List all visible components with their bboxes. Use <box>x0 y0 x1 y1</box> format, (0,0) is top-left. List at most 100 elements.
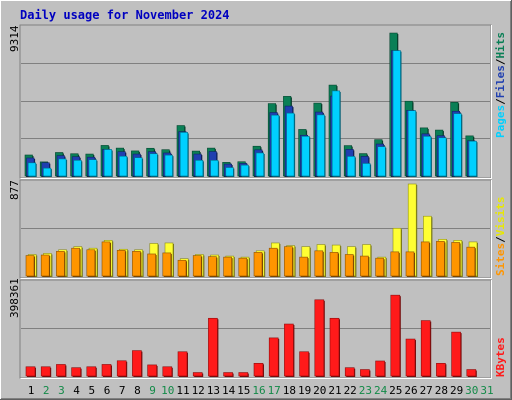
kbytes-bar <box>390 294 401 377</box>
pages-bar <box>331 90 341 177</box>
sites-bar <box>132 251 141 277</box>
pages-bar <box>286 112 295 177</box>
kbytes-bar <box>40 366 51 377</box>
legend-sep-1: / <box>494 98 507 105</box>
kbytes-bar <box>101 364 112 377</box>
kbytes-bar <box>299 351 309 377</box>
legend-visits: Visits <box>494 197 507 237</box>
x-tick-label: 15 <box>237 384 250 397</box>
pages-bar <box>27 162 37 177</box>
pages-bar <box>164 154 173 177</box>
sites-bar <box>420 241 430 277</box>
kbytes-bar <box>208 317 218 377</box>
visits-panel <box>19 179 492 279</box>
kbytes-bar <box>71 367 81 377</box>
sites-bar <box>344 254 354 277</box>
x-tick-label: 21 <box>328 384 341 397</box>
x-tick-label: 5 <box>88 384 95 397</box>
sites-bar <box>238 257 248 277</box>
sites-bar <box>466 246 476 277</box>
sites-bar <box>177 259 187 277</box>
x-tick-label: 9 <box>149 384 156 397</box>
legend-files: Files <box>494 65 507 98</box>
sites-bar <box>162 252 172 277</box>
kbytes-bar <box>116 360 127 377</box>
sites-bar <box>314 250 324 277</box>
pages-bar <box>347 156 356 177</box>
chart-title: Daily usage for November 2024 <box>20 8 230 22</box>
sites-bar <box>86 249 96 277</box>
x-tick-label: 30 <box>465 384 478 397</box>
x-tick-label: 11 <box>176 384 189 397</box>
sites-bar <box>253 252 263 277</box>
sites-bar <box>360 255 369 277</box>
hits-panel <box>19 24 492 179</box>
x-tick-label: 25 <box>389 384 402 397</box>
x-tick-label: 6 <box>104 384 111 397</box>
pages-bar <box>149 153 158 177</box>
x-tick-label: 23 <box>359 384 372 397</box>
kbytes-bar <box>268 337 279 377</box>
kbytes-bar <box>56 364 66 377</box>
kbytes-bar <box>86 366 97 377</box>
x-tick-label: 27 <box>420 384 433 397</box>
x-tick-label: 1 <box>28 384 35 397</box>
kbytes-bar <box>162 366 173 377</box>
x-tick-label: 24 <box>374 384 388 397</box>
pages-bar <box>73 160 82 177</box>
pages-bar <box>423 136 432 177</box>
x-tick-label: 17 <box>268 384 281 397</box>
pages-bar <box>240 164 249 177</box>
sites-bar <box>223 256 232 277</box>
sites-bar <box>40 254 50 277</box>
pages-bar <box>392 50 401 177</box>
sites-bar <box>436 241 445 277</box>
sites-bar <box>208 256 217 277</box>
pages-bar <box>58 158 67 177</box>
pages-bar <box>179 132 188 177</box>
kbytes-legend: KBytes <box>494 337 507 377</box>
kbytes-panel <box>19 279 492 379</box>
legend-pages: Pages <box>494 105 507 138</box>
pages-bar <box>438 137 447 177</box>
pages-bar <box>407 110 417 177</box>
x-tick-label: 20 <box>313 384 326 397</box>
sites-bar <box>390 251 400 277</box>
legend-sep-2: / <box>494 58 507 65</box>
x-tick-label: 31 <box>480 384 493 397</box>
sites-bar <box>56 251 65 277</box>
sites-bar <box>299 256 308 277</box>
kbytes-bar <box>360 369 370 377</box>
kbytes-bar <box>420 320 431 377</box>
x-tick-label: 3 <box>58 384 65 397</box>
kbytes-bar <box>253 362 264 377</box>
sites-bar <box>405 251 415 277</box>
x-axis-labels: 1 2 3 4 5 6 7 8 9 10 11 12 13 14 15 16 17 18 19 20 21 22 23 24 2… <box>28 384 494 397</box>
x-tick-label: 22 <box>344 384 357 397</box>
pages-bar <box>195 160 204 177</box>
x-tick-label: 14 <box>222 384 236 397</box>
visits-ymax-label: 877 <box>8 180 21 200</box>
x-tick-label: 19 <box>298 384 311 397</box>
pages-bar <box>255 152 265 177</box>
x-tick-label: 8 <box>134 384 141 397</box>
pages-bar <box>271 114 280 177</box>
pages-bar <box>225 167 234 177</box>
pages-bar <box>103 149 112 177</box>
pages-bar <box>301 136 310 177</box>
kbytes-bar <box>223 372 233 377</box>
sites-bar <box>268 247 278 277</box>
kbytes-ymax-label: 398361 <box>8 278 21 318</box>
x-tick-label: 26 <box>404 384 417 397</box>
pages-bar <box>316 114 325 177</box>
kbytes-bar <box>436 362 446 377</box>
pages-bar <box>43 167 52 177</box>
x-tick-label: 7 <box>119 384 126 397</box>
x-tick-label: 16 <box>252 384 265 397</box>
sites-bar <box>375 257 384 277</box>
pages-bar <box>362 163 371 177</box>
visits-legend: Sites/Visits <box>494 197 507 277</box>
kbytes-bar <box>405 338 416 377</box>
pages-bar <box>468 140 477 177</box>
